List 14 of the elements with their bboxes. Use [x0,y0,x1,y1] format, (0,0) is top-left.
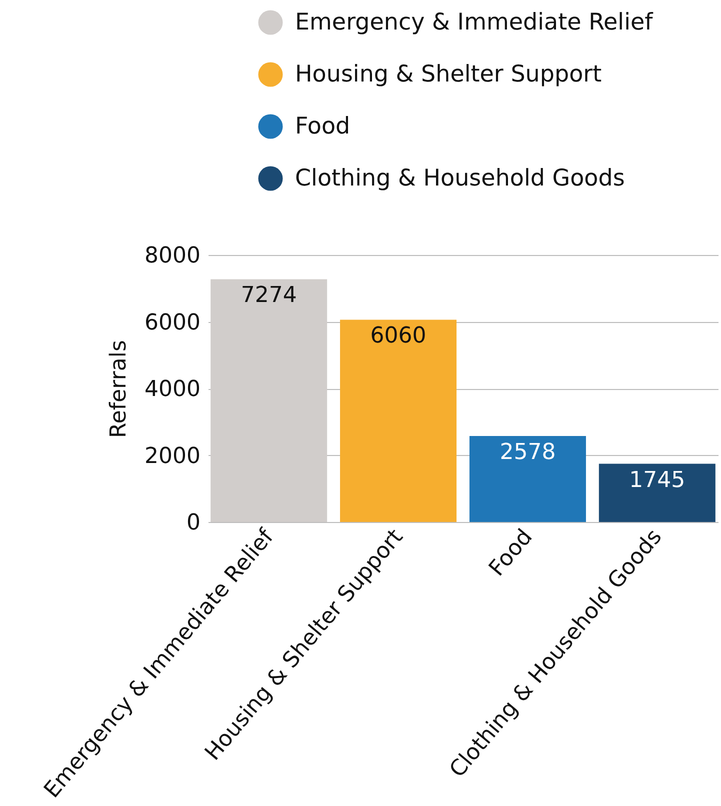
data-label: 7274 [240,283,297,308]
legend-label: Clothing & Household Goods [295,166,625,192]
legend-label: Food [295,114,350,140]
y-tick-label: 4000 [144,377,200,402]
y-tick-label: 0 [186,510,200,536]
data-label: 1745 [629,468,686,493]
y-tick-label: 6000 [144,310,200,336]
legend-label: Housing & Shelter Support [295,62,602,88]
y-tick-label: 8000 [144,244,200,268]
y-tick-label: 2000 [144,444,200,469]
data-label: 2578 [500,440,556,465]
legend-label: Emergency & Immediate Relief [295,10,654,36]
y-axis-title: Referrals [106,340,132,438]
data-label: 6060 [370,324,426,349]
